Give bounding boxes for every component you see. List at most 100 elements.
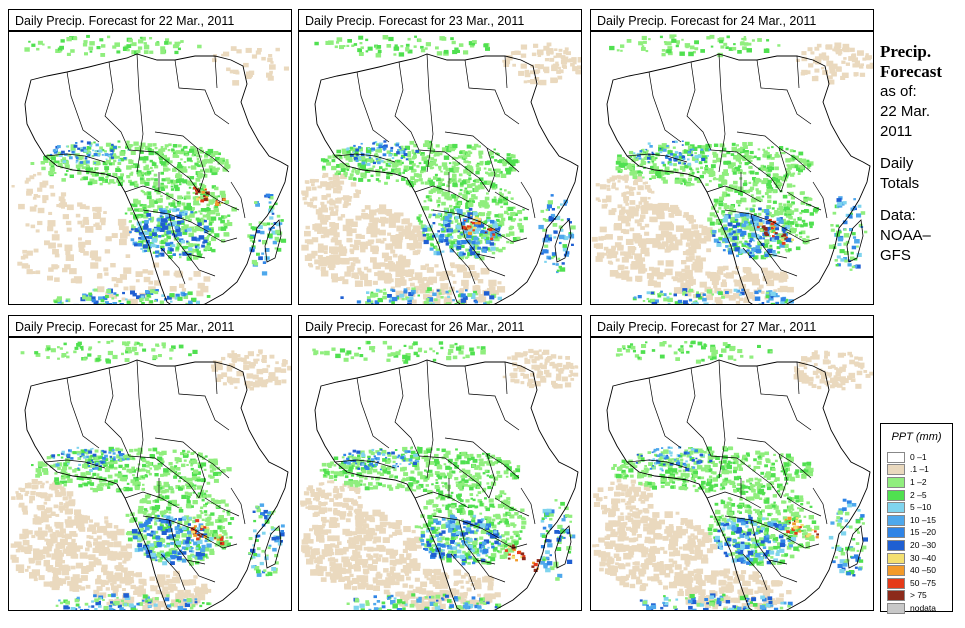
legend-swatch: [887, 565, 905, 577]
country-border: [724, 515, 792, 539]
legend-item: 2 –5: [887, 489, 936, 502]
legend-label: > 75: [910, 590, 927, 601]
country-border: [432, 209, 500, 233]
legend-label: .1 –1: [910, 464, 929, 475]
country-border: [778, 147, 788, 193]
country-border: [196, 453, 206, 499]
legend-label: 40 –50: [910, 565, 936, 576]
country-border: [486, 147, 496, 193]
panel-title: Daily Precip. Forecast for 27 Mar., 2011: [590, 315, 874, 337]
country-border: [706, 491, 762, 509]
country-border: [812, 181, 828, 219]
island-outline: [846, 525, 864, 569]
country-border: [160, 247, 186, 285]
country-border: [710, 455, 782, 499]
legend-label: 2 –5: [910, 489, 927, 500]
country-border: [186, 559, 216, 583]
precip-field: [11, 34, 289, 304]
forecast-panel-2: Daily Precip. Forecast for 23 Mar., 2011: [298, 9, 584, 305]
map-canvas: [300, 340, 579, 610]
legend-item: .1 –1: [887, 464, 936, 477]
country-border: [504, 361, 508, 395]
precip-field: [591, 34, 873, 304]
country-border: [204, 497, 240, 517]
country-border: [520, 181, 536, 219]
country-border: [494, 537, 528, 549]
country-border: [414, 185, 470, 203]
country-border: [142, 515, 210, 539]
asof-line1: as of:: [880, 83, 917, 100]
island-outline: [846, 219, 864, 263]
country-border: [136, 359, 144, 479]
legend-item: > 75: [887, 590, 936, 603]
country-border: [128, 149, 200, 193]
country-border: [686, 61, 712, 151]
legend-swatch: [887, 514, 905, 526]
legend-label: 10 –15: [910, 514, 936, 525]
country-border: [174, 365, 230, 431]
country-border: [426, 53, 434, 173]
country-border: [334, 153, 396, 163]
country-border: [786, 191, 822, 211]
country-border: [432, 515, 500, 539]
forecast-panel-6: Daily Precip. Forecast for 27 Mar., 2011: [590, 315, 876, 611]
country-border: [768, 559, 798, 583]
country-border: [464, 365, 520, 431]
country-border: [334, 459, 396, 469]
country-border: [414, 491, 470, 509]
country-border: [204, 231, 238, 243]
asof-line2: 22 Mar.: [880, 103, 931, 120]
legend-swatch: [887, 464, 905, 476]
country-border: [66, 377, 100, 449]
country-border: [450, 553, 476, 591]
country-border: [464, 59, 520, 125]
asof-line3: 2011: [880, 123, 913, 140]
coastline: [606, 53, 871, 304]
country-border: [750, 519, 788, 565]
country-border: [418, 455, 490, 499]
coastline: [606, 359, 871, 610]
legend-label: 30 –40: [910, 552, 936, 563]
side-title-line1: Precip.: [880, 42, 932, 61]
precip-map: [8, 337, 292, 611]
legend-label: 20 –30: [910, 539, 936, 550]
country-border: [124, 185, 180, 203]
country-border: [230, 487, 246, 525]
country-border: [626, 459, 688, 469]
island-outline: [264, 219, 282, 263]
totals-line2: Totals: [880, 175, 920, 192]
country-border: [136, 53, 144, 173]
country-border: [44, 459, 106, 469]
country-border: [476, 253, 506, 277]
coastline: [314, 359, 579, 610]
country-border: [160, 553, 186, 591]
legend-item: 5 –10: [887, 501, 936, 514]
data-line2: NOAA–: [880, 227, 931, 244]
legend-swatch: [887, 602, 905, 614]
country-border: [504, 55, 508, 89]
country-border: [686, 367, 712, 457]
country-border: [786, 537, 820, 549]
legend-item: 0 –1: [887, 451, 936, 464]
legend-swatch: [887, 451, 905, 463]
country-border: [186, 253, 216, 277]
map-canvas: [11, 34, 289, 304]
country-border: [786, 231, 820, 243]
precip-field: [592, 340, 873, 610]
legend-item: 50 –75: [887, 577, 936, 590]
country-border: [214, 361, 218, 395]
legend-item: nodata: [887, 602, 936, 615]
legend-swatch: [887, 502, 905, 514]
forecast-panel-4: Daily Precip. Forecast for 25 Mar., 2011: [8, 315, 294, 611]
precip-legend: PPT (mm) 0 –1 .1 –1 1 –2 2 –5 5 –10 10 –15 15 …: [880, 423, 953, 615]
country-border: [718, 359, 726, 479]
country-border: [476, 559, 506, 583]
country-border: [520, 487, 536, 525]
coastline: [24, 53, 289, 304]
country-border: [214, 55, 218, 89]
country-border: [458, 213, 496, 259]
legend-label: 0 –1: [910, 451, 927, 462]
map-canvas: [592, 340, 873, 610]
country-border: [494, 497, 530, 517]
country-border: [104, 367, 130, 457]
